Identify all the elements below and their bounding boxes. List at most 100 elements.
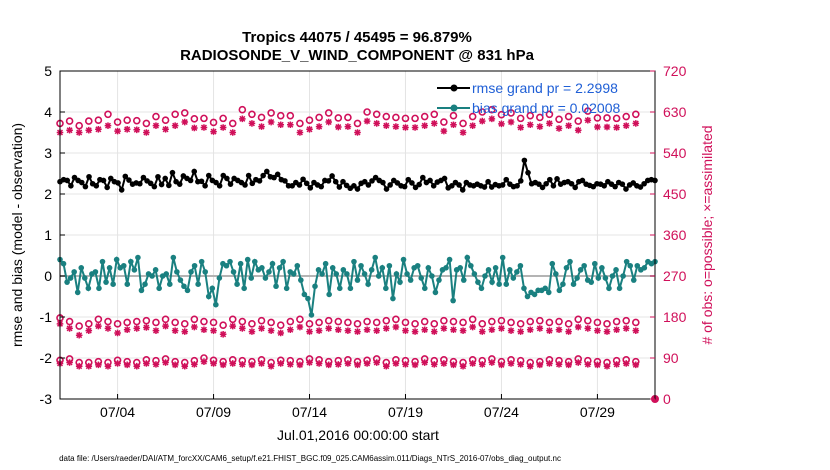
bias-point [85, 285, 92, 292]
obs-possible-12z-marker [536, 113, 544, 122]
obs-possible-00z-marker [574, 315, 583, 324]
obs-assimilated-12z-marker [488, 115, 496, 123]
bias-point [280, 258, 286, 265]
y-axis-left-label: rmse and bias (model - observation) [9, 123, 25, 347]
bias-point [489, 279, 495, 285]
obs-assimilated-low-marker [162, 359, 169, 366]
rmse-point [405, 176, 412, 183]
bias-point [634, 262, 641, 269]
rmse-point [336, 184, 343, 190]
rmse-point [361, 178, 368, 185]
rmse-point [539, 184, 546, 191]
bias-point [269, 260, 276, 267]
y-left-tick-label: 1 [44, 227, 52, 243]
obs-possible-12z-marker [200, 114, 208, 123]
obs-assimilated-00z-marker [613, 326, 620, 334]
rmse-point [449, 183, 455, 189]
bias-point [234, 281, 240, 288]
obs-assimilated-low-marker [469, 360, 476, 367]
obs-assimilated-00z-marker [478, 328, 486, 335]
obs-assimilated-00z-marker [622, 325, 630, 332]
obs-possible-00z-marker [94, 315, 103, 324]
obs-assimilated-12z-marker [171, 122, 179, 129]
rmse-series [57, 157, 658, 193]
obs-assimilated-low-marker [517, 361, 524, 368]
obs-possible-12z-marker [449, 111, 458, 120]
y-left-tick-label: 3 [44, 145, 52, 161]
obs-assimilated-low-marker [622, 360, 630, 367]
bias-point [113, 256, 120, 263]
bias-point [425, 265, 432, 271]
bias-point [545, 289, 552, 296]
obs-assimilated-00z-marker [363, 326, 371, 334]
obs-assimilated-low-marker [114, 360, 121, 367]
obs-assimilated-low-marker [152, 361, 160, 368]
obs-possible-00z-marker [488, 317, 496, 326]
obs-possible-12z-marker [411, 114, 419, 123]
bias-point [485, 267, 492, 273]
obs-assimilated-12z-marker [546, 120, 553, 127]
rmse-point [82, 183, 89, 190]
bias-point [326, 291, 332, 298]
bias-point [241, 285, 247, 292]
bias-point [613, 267, 619, 273]
rmse-point [517, 178, 524, 184]
obs-possible-00z-marker [142, 316, 151, 325]
bias-point [216, 275, 223, 281]
bias-point [591, 260, 598, 267]
obs-assimilated-12z-marker [382, 122, 390, 129]
obs-assimilated-00z-marker [354, 328, 361, 335]
bias-point [205, 293, 212, 300]
bias-point [301, 291, 308, 298]
obs-assimilated-00z-marker [584, 325, 592, 332]
rmse-point [256, 178, 263, 184]
obs-assimilated-low-marker [335, 361, 342, 368]
bias-point [560, 281, 566, 288]
bias-point [517, 262, 524, 269]
obs-possible-00z-marker [420, 317, 429, 326]
bias-point [195, 281, 201, 288]
bias-point [294, 262, 301, 269]
obs-assimilated-12z-marker [440, 127, 448, 135]
rmse-point [572, 184, 578, 191]
bias-point [106, 265, 113, 271]
obs-possible-12z-marker [75, 121, 83, 130]
obs-assimilated-12z-marker [421, 122, 428, 129]
obs-assimilated-12z-marker [75, 129, 83, 136]
obs-assimilated-12z-marker [392, 123, 400, 130]
bias-point [641, 265, 648, 271]
obs-possible-12z-marker [248, 110, 256, 119]
obs-possible-00z-marker [84, 320, 93, 328]
obs-assimilated-00z-marker [287, 326, 294, 334]
bias-point [372, 254, 379, 261]
obs-assimilated-12z-marker [478, 117, 486, 125]
obs-possible-00z-marker [104, 317, 112, 326]
bias-point [103, 279, 109, 285]
bias-point [124, 281, 131, 288]
bias-point [478, 285, 485, 292]
bias-point [446, 256, 453, 263]
obs-possible-00z-marker [123, 318, 131, 327]
y-right-tick-label: 90 [663, 350, 679, 366]
obs-assimilated-low-marker [459, 362, 467, 370]
bias-point [492, 265, 499, 271]
obs-possible-00z-marker [190, 315, 199, 324]
rmse-point [536, 181, 542, 187]
x-tick-label: 07/09 [196, 404, 231, 420]
y-left-tick-label: 2 [44, 186, 52, 202]
rmse-point [499, 182, 506, 188]
obs-assimilated-low-marker [613, 361, 620, 368]
obs-assimilated-low-marker [402, 361, 409, 368]
obs-assimilated-12z-marker [133, 126, 141, 134]
bias-point [237, 260, 244, 267]
bias-point [81, 275, 88, 281]
obs-assimilated-low-marker [258, 360, 265, 367]
y-right-tick-label: 180 [663, 309, 687, 325]
obs-possible-12z-marker [478, 108, 487, 116]
obs-assimilated-low-marker [191, 361, 198, 368]
obs-assimilated-low-marker [440, 360, 448, 367]
legend-bias-marker [450, 104, 458, 112]
bias-point [163, 271, 170, 277]
bias-point [421, 285, 428, 292]
